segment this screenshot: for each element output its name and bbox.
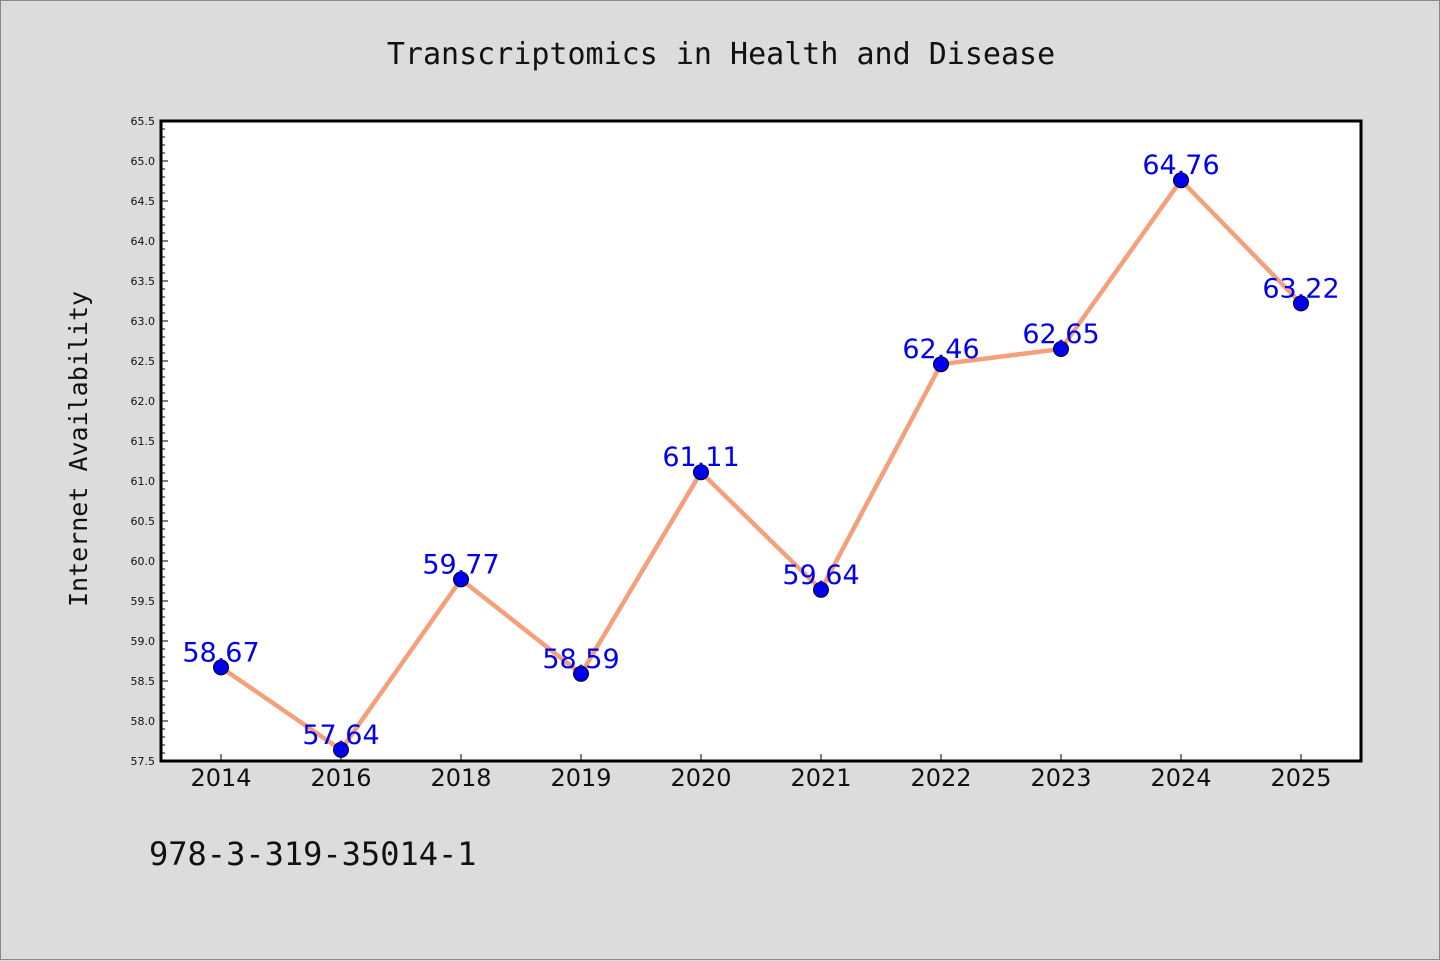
x-axis-ticks: 2014 2016 2018 2019 2020 2021 2022 2023 2024 2025	[190, 754, 1332, 792]
y-axis-label: Internet Availability	[64, 291, 93, 607]
y-tick-label: 59.5	[131, 595, 156, 608]
isbn-label: 978-3-319-35014-1	[149, 835, 477, 873]
data-point	[573, 665, 589, 682]
y-tick-label: 64.5	[131, 195, 156, 208]
y-tick-label: 58.5	[131, 675, 156, 688]
data-label: 59.64	[782, 560, 859, 591]
series-line-group	[218, 177, 1304, 753]
x-tick-label: 2020	[670, 764, 731, 792]
data-label: 61.11	[662, 442, 739, 473]
data-label: 62.65	[1022, 319, 1099, 350]
data-point	[933, 356, 949, 373]
data-point	[1293, 295, 1309, 312]
y-tick-label: 64.0	[131, 235, 156, 248]
data-label: 64.76	[1142, 150, 1219, 181]
data-point	[1053, 341, 1069, 357]
data-point	[453, 571, 469, 588]
data-point	[213, 659, 229, 676]
x-tick-label: 2019	[550, 764, 611, 792]
y-tick-label: 65.0	[131, 155, 156, 168]
x-tick-label: 2014	[190, 764, 251, 792]
x-tick-label: 2021	[790, 764, 851, 792]
data-label: 63.22	[1262, 273, 1339, 304]
y-tick-label: 57.5	[131, 755, 156, 768]
data-point	[1173, 172, 1189, 189]
y-tick-label: 65.5	[131, 115, 156, 128]
data-point	[333, 741, 349, 758]
data-label: 58.67	[182, 637, 259, 668]
x-tick-label: 2025	[1270, 764, 1331, 792]
chart-title: Transcriptomics in Health and Disease	[387, 37, 1055, 72]
y-tick-label: 60.0	[131, 555, 156, 568]
data-label: 59.77	[422, 549, 499, 580]
y-tick-label: 62.5	[131, 355, 156, 368]
data-label: 62.46	[902, 334, 979, 365]
y-tick-label: 59.0	[131, 635, 156, 648]
y-axis-ticks: 57.5 58.0 58.5 59.0 59.5 60.0 60.5 61.0 61.5 62.0…	[131, 115, 168, 768]
y-tick-label: 60.5	[131, 515, 156, 528]
y-tick-label: 61.0	[131, 475, 156, 488]
data-label-group: 58.67 57.64 59.77 58.59 61.11 59.64 62.46 62.65…	[182, 150, 1339, 751]
data-point	[693, 464, 709, 481]
data-point	[813, 581, 829, 598]
data-label: 58.59	[542, 644, 619, 675]
x-tick-label: 2016	[310, 764, 371, 792]
plot-area	[159, 119, 1363, 763]
data-label: 57.64	[302, 720, 379, 751]
x-tick-label: 2022	[910, 764, 971, 792]
y-tick-label: 63.5	[131, 275, 156, 288]
x-tick-label: 2023	[1030, 764, 1091, 792]
y-tick-label: 61.5	[131, 435, 156, 448]
marker-group	[213, 172, 1309, 758]
series-line	[218, 177, 1304, 753]
x-tick-label: 2018	[430, 764, 491, 792]
x-tick-label: 2024	[1150, 764, 1211, 792]
y-tick-label: 62.0	[131, 395, 156, 408]
y-tick-label: 63.0	[131, 315, 156, 328]
y-tick-label: 58.0	[131, 715, 156, 728]
